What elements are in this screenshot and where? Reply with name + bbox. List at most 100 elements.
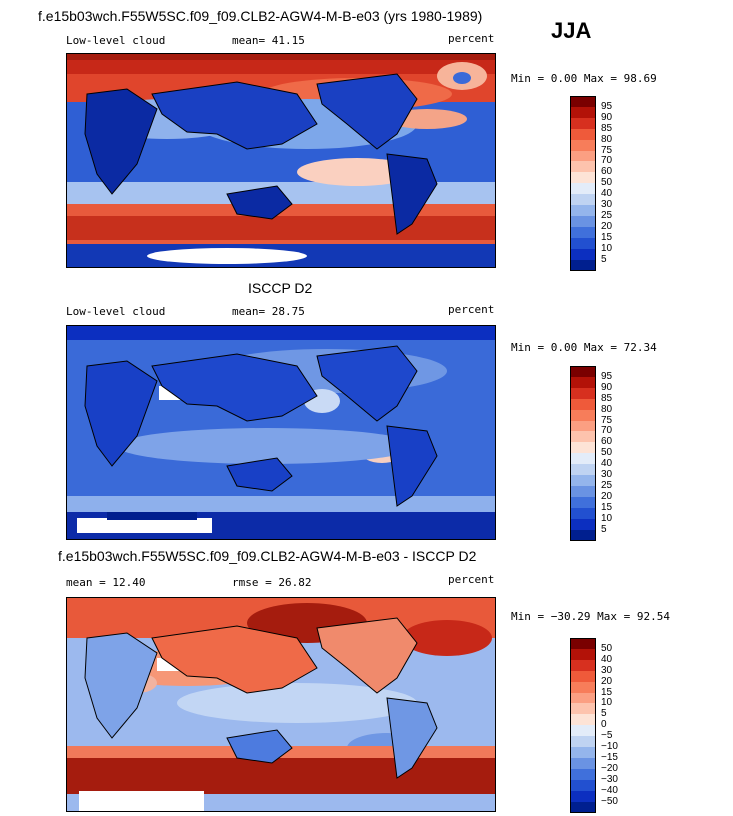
colorbar-tick-label: 50 <box>601 642 613 654</box>
colorbar-swatch <box>570 139 596 152</box>
colorbar-swatch <box>570 757 596 770</box>
colorbar-tick-label: 30 <box>601 469 613 480</box>
panel3-colorbar: 50 40 30 20 15 10 5 0 −5 −10 −15 −20 −30 −40 −50 <box>570 638 618 813</box>
colorbar-swatch <box>570 205 596 217</box>
colorbar-swatch <box>570 714 596 726</box>
colorbar-tick-label: 90 <box>601 381 613 393</box>
colorbar-tick-label: −5 <box>601 730 613 742</box>
colorbar-tick-label: 15 <box>601 501 613 513</box>
panel3-map <box>66 597 496 812</box>
colorbar-tick-label: 15 <box>601 231 613 243</box>
panel1-map <box>66 53 496 268</box>
colorbar-swatch <box>570 226 596 239</box>
panel3-mean-label: mean = 12.40 <box>66 576 146 589</box>
colorbar-tick-label: −10 <box>601 741 618 752</box>
colorbar-swatch <box>570 420 596 432</box>
colorbar-tick-label: −50 <box>601 795 618 807</box>
panel2-colorbar: 95 90 85 80 75 70 60 50 40 30 25 20 15 10 5 <box>570 366 612 541</box>
colorbar-swatch <box>570 172 596 184</box>
panel2-variable-label: Low-level cloud <box>66 305 166 318</box>
colorbar-tick-label: 10 <box>601 512 613 524</box>
colorbar-tick-label: 75 <box>601 144 613 156</box>
colorbar-swatch <box>570 150 596 162</box>
colorbar-tick-label: 40 <box>601 188 613 200</box>
colorbar-tick-label: 75 <box>601 414 613 426</box>
colorbar-tick-label: 70 <box>601 155 613 167</box>
colorbar-swatch <box>570 387 596 400</box>
panel1-colorbar: 95 90 85 80 75 70 60 50 40 30 25 20 15 10 5 <box>570 96 612 271</box>
colorbar-swatch <box>570 259 596 271</box>
colorbar-tick-label: 30 <box>601 199 613 210</box>
colorbar-swatch <box>570 117 596 130</box>
panel3-rmse-label: rmse = 26.82 <box>232 576 312 589</box>
colorbar-tick-label: 40 <box>601 458 613 470</box>
colorbar-swatch <box>570 431 596 443</box>
colorbar-tick-label: 15 <box>601 686 613 698</box>
colorbar-swatch <box>570 703 596 715</box>
colorbar-swatch <box>570 681 596 694</box>
colorbar-tick-label: 30 <box>601 664 613 676</box>
colorbar-tick-label: 95 <box>601 100 613 112</box>
panel2-units-label: percent <box>448 303 495 316</box>
colorbar-tick-label: 80 <box>601 133 613 145</box>
colorbar-tick-label: 20 <box>601 220 613 232</box>
colorbar-tick-label: −20 <box>601 762 618 774</box>
colorbar-tick-label: 50 <box>601 447 613 459</box>
page-title: f.e15b03wch.F55W5SC.f09_f09.CLB2-AGW4-M-… <box>38 8 483 24</box>
colorbar-swatch <box>570 670 596 683</box>
colorbar-swatch <box>570 638 596 650</box>
colorbar-swatch <box>570 106 596 119</box>
colorbar-swatch <box>570 496 596 509</box>
colorbar-swatch <box>570 768 596 781</box>
panel1-units-label: percent <box>448 32 495 45</box>
colorbar-swatch <box>570 237 596 250</box>
colorbar-swatch <box>570 507 596 520</box>
colorbar-tick-label: 0 <box>601 719 607 731</box>
colorbar-tick-label: 40 <box>601 653 613 665</box>
colorbar-swatch <box>570 453 596 465</box>
panel2-mean-label: mean= 28.75 <box>232 305 305 318</box>
colorbar-swatch <box>570 96 596 108</box>
colorbar-tick-label: 85 <box>601 122 613 134</box>
panel2-map <box>66 325 496 540</box>
colorbar-tick-label: 95 <box>601 370 613 382</box>
panel1-mean-label: mean= 41.15 <box>232 34 305 47</box>
colorbar-swatch <box>570 485 596 498</box>
colorbar-swatch <box>570 464 596 476</box>
colorbar-tick-label: 25 <box>601 209 613 221</box>
colorbar-swatch <box>570 161 596 173</box>
colorbar-tick-label: 5 <box>601 253 607 265</box>
colorbar-swatch <box>570 801 596 813</box>
colorbar-swatch <box>570 183 596 195</box>
colorbar-tick-label: 70 <box>601 425 613 437</box>
panel1-minmax: Min = 0.00 Max = 98.69 <box>511 72 657 85</box>
colorbar-swatch <box>570 648 596 661</box>
colorbar-tick-label: 60 <box>601 436 613 448</box>
colorbar-swatch <box>570 398 596 411</box>
colorbar-swatch <box>570 790 596 803</box>
colorbar-tick-label: 10 <box>601 697 613 709</box>
colorbar-tick-label: 80 <box>601 403 613 415</box>
colorbar-tick-label: 25 <box>601 479 613 491</box>
colorbar-tick-label: −30 <box>601 773 618 785</box>
colorbar-swatch <box>570 248 596 261</box>
panel3-units-label: percent <box>448 573 495 586</box>
colorbar-tick-label: −40 <box>601 784 618 796</box>
colorbar-swatch <box>570 128 596 141</box>
panel3-minmax: Min = −30.29 Max = 92.54 <box>511 610 670 623</box>
colorbar-swatch <box>570 409 596 422</box>
colorbar-tick-label: 5 <box>601 708 607 720</box>
colorbar-swatch <box>570 475 596 487</box>
colorbar-swatch <box>570 659 596 672</box>
panel1-variable-label: Low-level cloud <box>66 34 166 47</box>
colorbar-swatch <box>570 442 596 454</box>
colorbar-swatch <box>570 366 596 378</box>
colorbar-tick-label: 10 <box>601 242 613 254</box>
colorbar-tick-label: 20 <box>601 675 613 687</box>
colorbar-tick-label: 85 <box>601 392 613 404</box>
colorbar-tick-label: −15 <box>601 751 618 763</box>
colorbar-swatch <box>570 736 596 748</box>
colorbar-tick-label: 20 <box>601 490 613 502</box>
colorbar-swatch <box>570 725 596 737</box>
colorbar-tick-label: 5 <box>601 523 607 535</box>
